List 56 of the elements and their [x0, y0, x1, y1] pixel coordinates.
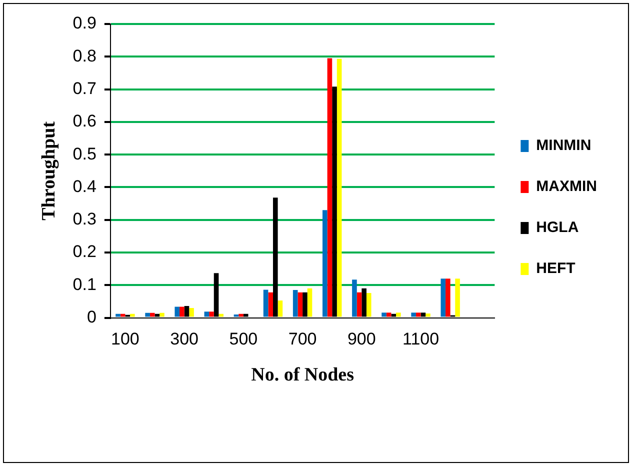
bar — [174, 306, 180, 317]
bar — [268, 292, 273, 317]
legend-label: HEFT — [536, 260, 576, 278]
legend-label: MINMIN — [536, 137, 592, 154]
bar — [386, 312, 392, 317]
bar — [263, 290, 268, 317]
bar — [426, 314, 430, 317]
y-tick-label: 0.4 — [72, 176, 96, 196]
bar — [180, 306, 184, 317]
x-tick-label: 300 — [170, 330, 199, 349]
bar — [440, 278, 446, 317]
y-tick-label: 0.1 — [72, 274, 96, 294]
bar — [150, 312, 155, 317]
bar — [352, 280, 357, 317]
y-tick-label: 0.2 — [72, 242, 96, 262]
bar — [189, 308, 194, 317]
legend-label: HGLA — [536, 219, 579, 236]
bar — [356, 292, 362, 317]
bar — [336, 58, 342, 317]
legend-label: MAXMIN — [536, 178, 597, 196]
x-tick-label: 500 — [229, 330, 258, 349]
y-tick-label: 0.3 — [72, 210, 96, 229]
x-tick-label: 100 — [111, 330, 140, 349]
y-axis-title: Throughput — [38, 120, 60, 220]
bar — [322, 210, 328, 317]
bar — [327, 58, 332, 317]
bar — [209, 312, 214, 317]
bar — [366, 292, 372, 317]
bar — [204, 312, 210, 317]
bar — [307, 288, 312, 317]
x-tick-label: 700 — [288, 330, 317, 349]
bar — [160, 312, 164, 317]
bar — [278, 300, 283, 317]
bar — [298, 292, 303, 317]
bar — [396, 312, 401, 317]
bar — [382, 312, 386, 317]
bar — [446, 278, 450, 317]
y-tick-label: 0.9 — [72, 14, 96, 33]
bar — [411, 312, 416, 317]
x-tick-label: 900 — [347, 330, 376, 349]
bar — [238, 314, 244, 317]
y-tick-label: 0.6 — [72, 112, 96, 131]
y-tick-label: 0 — [86, 307, 96, 326]
bar — [218, 314, 224, 317]
y-tick-label: 0.5 — [72, 144, 96, 164]
bar — [116, 314, 120, 317]
bar — [292, 290, 298, 317]
bar — [455, 278, 460, 317]
bar — [130, 314, 135, 317]
bar — [120, 314, 126, 317]
y-tick-label: 0.7 — [72, 78, 96, 98]
x-axis-title: No. of Nodes — [251, 364, 354, 386]
y-tick-label: 0.8 — [72, 46, 96, 66]
bar — [145, 312, 150, 317]
bar — [416, 312, 421, 317]
x-tick-label: 1100 — [402, 330, 440, 349]
